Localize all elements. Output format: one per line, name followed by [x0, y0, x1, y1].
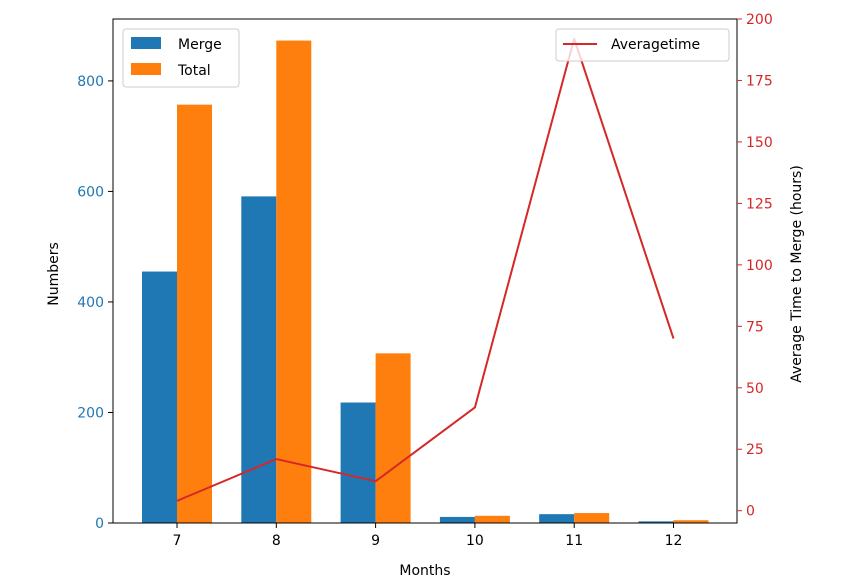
x-tick-label-9: 9	[371, 533, 380, 549]
y-right-tick-label-200: 200	[746, 12, 773, 28]
legend-label-merge: Merge	[178, 37, 222, 53]
y-right-tick-label-100: 100	[746, 258, 773, 274]
y-right-tick-label-150: 150	[746, 135, 773, 151]
bar-total-8	[276, 40, 312, 523]
x-tick-label-10: 10	[466, 533, 484, 549]
legend-right: Averagetime	[555, 28, 730, 62]
legend-label-total: Total	[177, 63, 211, 79]
bar-total-12	[673, 520, 709, 523]
y-axis-left-label: Numbers	[46, 242, 62, 306]
bar-total-7	[177, 104, 212, 523]
axes-layer	[112, 18, 738, 524]
y-right-tick-label-0: 0	[746, 504, 755, 520]
x-tick-label-11: 11	[565, 533, 583, 549]
line-averagetime	[176, 37, 675, 502]
legend-label-averagetime: Averagetime	[611, 37, 700, 53]
bar-merge-9	[340, 402, 376, 523]
y-right-tick-label-25: 25	[746, 442, 764, 458]
bar-merge-7	[142, 271, 177, 523]
bar-total-10	[474, 515, 510, 523]
y-right-tick-label-125: 125	[746, 196, 773, 212]
bars-layer	[142, 40, 709, 524]
legend-right-frame	[555, 28, 730, 62]
ticks-layer: 7 8 9 10 11 12 0 200 400 600 800 0 25 50 75 100 125 150 17…	[77, 12, 772, 549]
line-layer	[176, 37, 675, 502]
bar-total-11	[574, 513, 610, 523]
x-tick-label-7: 7	[173, 533, 182, 549]
x-axis-label: Months	[399, 563, 450, 579]
bar-total-9	[375, 353, 411, 523]
y-left-tick-label-400: 400	[77, 295, 104, 311]
bar-merge-11	[539, 514, 575, 523]
y-left-tick-label-600: 600	[77, 184, 104, 200]
x-tick-label-8: 8	[272, 533, 281, 549]
plot-frame	[112, 18, 738, 524]
y-left-tick-label-800: 800	[77, 74, 104, 90]
y-right-tick-label-175: 175	[746, 73, 773, 89]
bar-merge-10	[439, 516, 475, 523]
y-axis-right-label: Average Time to Merge (hours)	[789, 165, 805, 383]
legend-swatch-merge	[131, 37, 161, 49]
legend-left: Merge Total	[122, 28, 240, 88]
bar-merge-12	[638, 521, 674, 523]
legend-swatch-total	[131, 63, 161, 75]
y-left-tick-label-0: 0	[95, 516, 104, 532]
bar-merge-8	[241, 196, 277, 524]
y-right-tick-label-50: 50	[746, 381, 764, 397]
x-tick-label-12: 12	[665, 533, 683, 549]
y-right-tick-label-75: 75	[746, 319, 764, 335]
y-left-tick-label-200: 200	[77, 405, 104, 421]
